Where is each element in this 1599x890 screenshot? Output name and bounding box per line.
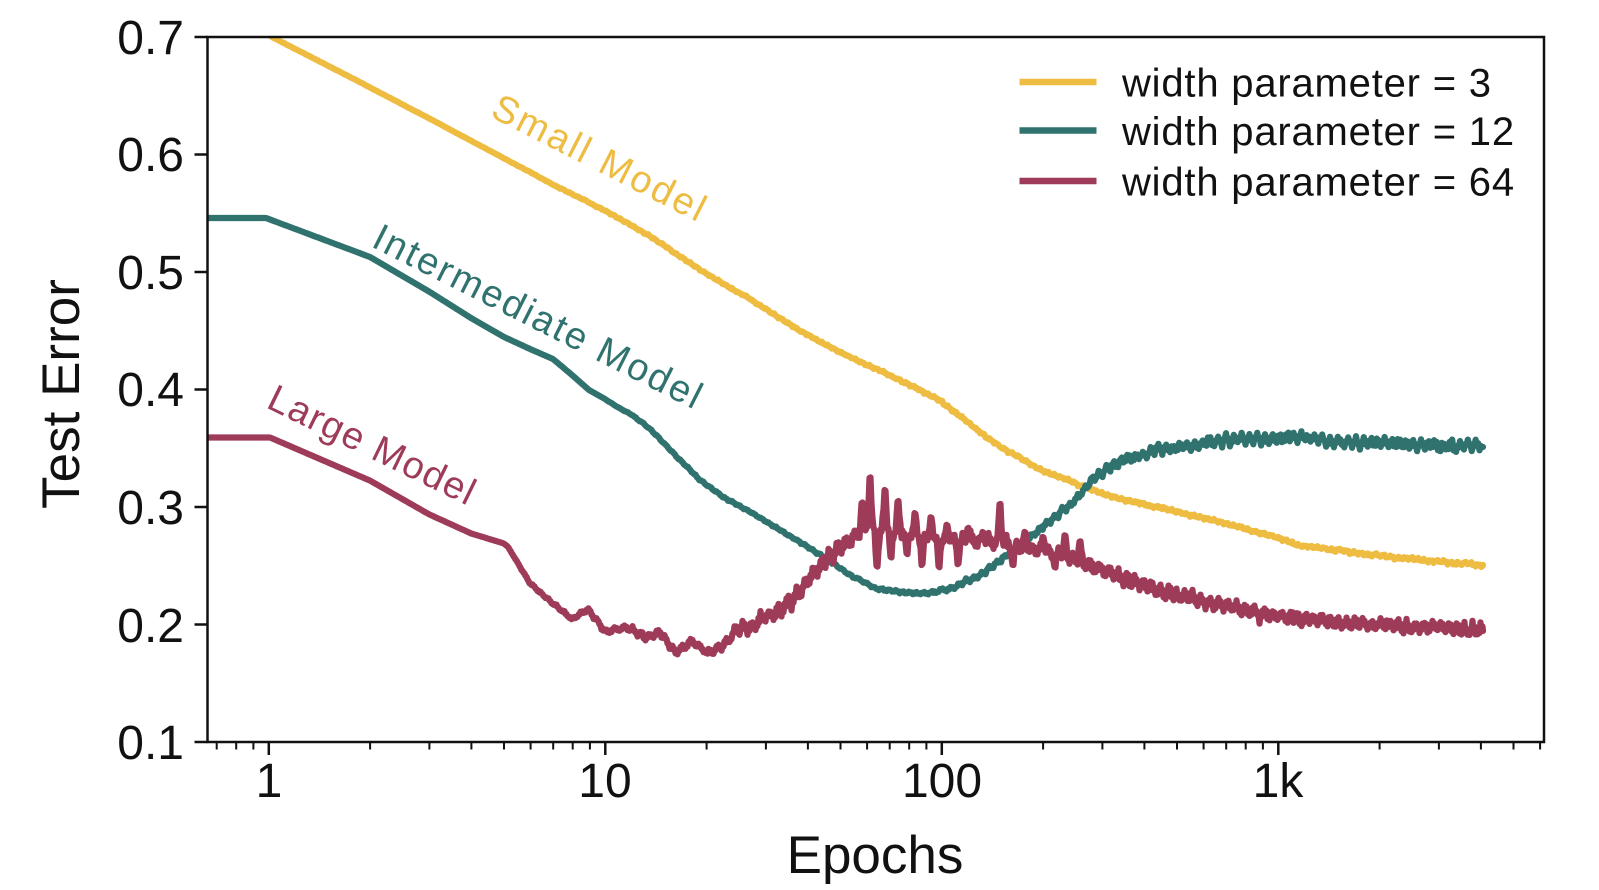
svg-text:1: 1 [256,755,283,808]
svg-text:Epochs: Epochs [787,826,964,885]
svg-text:Test Error: Test Error [32,279,91,509]
svg-text:width parameter = 3: width parameter = 3 [1121,62,1492,106]
svg-text:0.7: 0.7 [117,12,184,65]
svg-text:1k: 1k [1253,755,1305,808]
svg-text:0.2: 0.2 [117,600,184,653]
svg-text:10: 10 [578,755,631,808]
svg-text:width parameter = 64: width parameter = 64 [1121,161,1515,205]
svg-text:0.1: 0.1 [117,717,184,770]
svg-text:0.4: 0.4 [117,364,184,417]
svg-text:100: 100 [902,755,982,808]
svg-text:0.6: 0.6 [117,129,184,182]
svg-text:width parameter = 12: width parameter = 12 [1121,110,1515,154]
svg-text:0.3: 0.3 [117,482,184,535]
svg-text:0.5: 0.5 [117,247,184,300]
